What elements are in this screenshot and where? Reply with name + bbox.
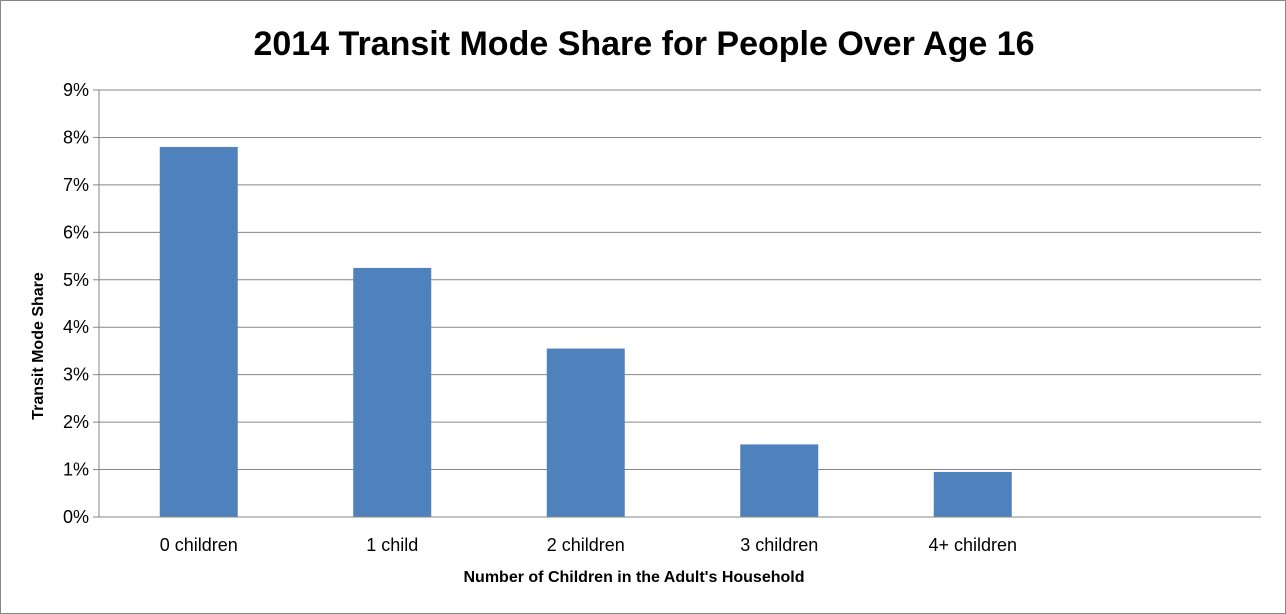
x-tick-label: 4+ children [928, 535, 1017, 555]
y-tick-label: 9% [63, 80, 89, 100]
bar [159, 146, 238, 517]
chart-title: 2014 Transit Mode Share for People Over … [253, 25, 1034, 63]
y-tick-label: 8% [63, 127, 89, 147]
y-tick-label: 7% [63, 175, 89, 195]
y-tick-label: 1% [63, 460, 89, 480]
bar [546, 348, 625, 517]
bars [159, 146, 1012, 517]
y-tick-label: 6% [63, 222, 89, 242]
y-axis-label: Transit Mode Share [30, 272, 47, 420]
x-tick-label: 0 children [160, 535, 238, 555]
gridlines [93, 89, 1261, 518]
x-tick-label: 1 child [366, 535, 418, 555]
x-tick-label: 2 children [547, 535, 625, 555]
y-tick-label: 3% [63, 365, 89, 385]
y-tick-label: 5% [63, 270, 89, 290]
y-axis-ticks: 0% 1% 2% 3% 4% 5% 6% 7% 8% 9% [63, 80, 89, 527]
y-tick-label: 0% [63, 507, 89, 527]
y-tick-label: 4% [63, 317, 89, 337]
x-axis-ticks: 0 children 1 child 2 children 3 children 4+ … [160, 535, 1017, 555]
x-tick-label: 3 children [740, 535, 818, 555]
bar [353, 267, 432, 517]
bar [740, 444, 819, 517]
y-tick-label: 2% [63, 412, 89, 432]
x-axis-label: Number of Children in the Adult's Househ… [464, 569, 805, 586]
bar [933, 471, 1012, 517]
